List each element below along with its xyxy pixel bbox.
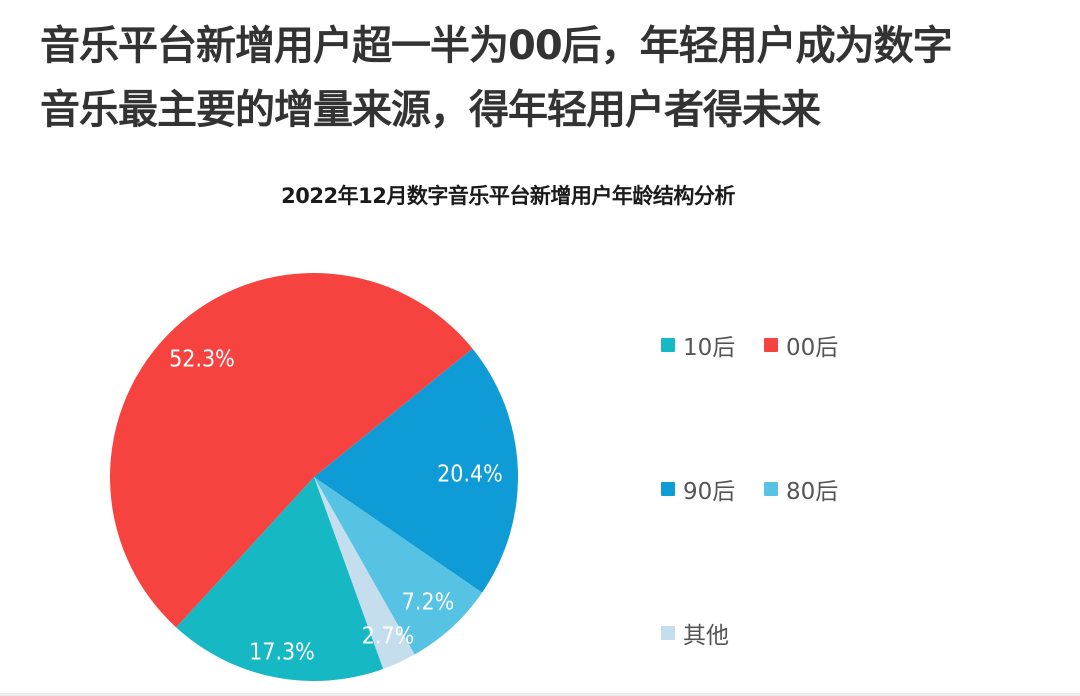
pie-slice-label-3: 17.3% bbox=[249, 640, 315, 666]
legend-item-other[interactable]: 其他 bbox=[661, 616, 729, 650]
legend-label-90: 90后 bbox=[683, 479, 736, 505]
legend-item-80[interactable]: 80后 bbox=[764, 472, 838, 506]
pie-slice-2[interactable] bbox=[314, 477, 415, 669]
bottom-divider bbox=[0, 693, 1080, 696]
pie-slice-4[interactable] bbox=[110, 273, 473, 628]
legend-swatch-90 bbox=[661, 482, 675, 496]
legend-label-80: 80后 bbox=[786, 479, 839, 505]
legend-item-10[interactable]: 10后 bbox=[661, 328, 735, 362]
legend-label-00: 00后 bbox=[786, 335, 839, 361]
pie-slice-0[interactable] bbox=[314, 348, 519, 593]
headline: 音乐平台新增用户超一半为00后，年轻用户成为数字 音乐最主要的增量来源，得年轻用… bbox=[40, 14, 1060, 142]
legend-item-00[interactable]: 00后 bbox=[764, 328, 838, 362]
pie-slice-3[interactable] bbox=[176, 477, 384, 682]
legend-label-other: 其他 bbox=[683, 623, 729, 649]
pie-slice-label-2: 2.7% bbox=[362, 624, 415, 650]
legend-swatch-other bbox=[661, 626, 675, 640]
legend-label-10: 10后 bbox=[683, 335, 736, 361]
legend-swatch-10 bbox=[661, 338, 675, 352]
headline-line-1: 音乐平台新增用户超一半为00后，年轻用户成为数字 bbox=[40, 23, 953, 69]
pie-slice-label-0: 20.4% bbox=[437, 462, 503, 488]
headline-line-2: 音乐最主要的增量来源，得年轻用户者得未来 bbox=[40, 87, 821, 133]
legend-swatch-80 bbox=[764, 482, 778, 496]
legend-swatch-00 bbox=[764, 338, 778, 352]
pie-slice-label-1: 7.2% bbox=[402, 590, 455, 616]
pie-slice-1[interactable] bbox=[314, 477, 483, 655]
chart-title: 2022年12月数字音乐平台新增用户年龄结构分析 bbox=[281, 184, 735, 208]
pie-slice-label-4: 52.3% bbox=[169, 347, 235, 373]
legend-item-90[interactable]: 90后 bbox=[661, 472, 735, 506]
